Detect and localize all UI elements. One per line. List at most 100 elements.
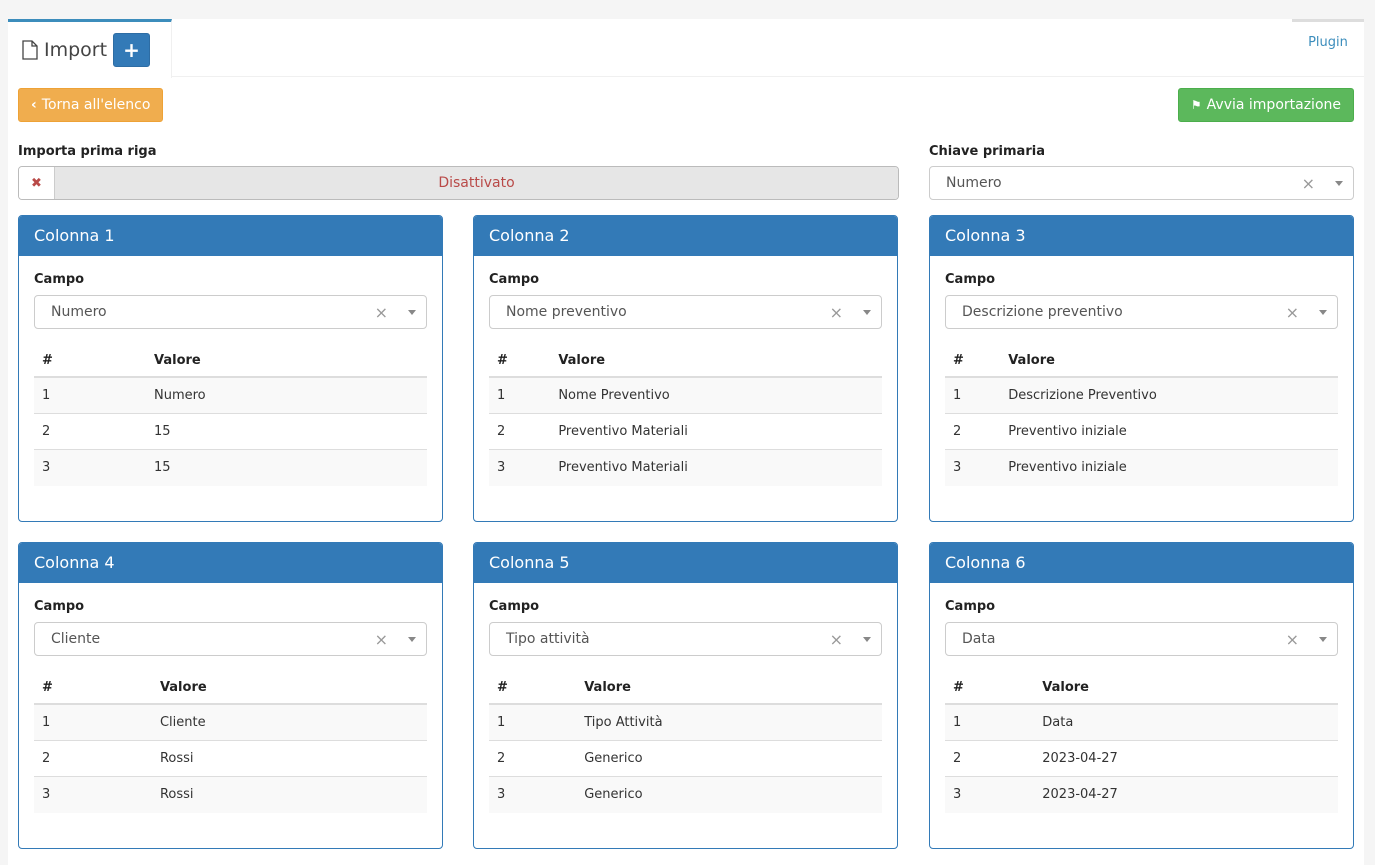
panel-title: Colonna 1 (19, 216, 442, 256)
field-select[interactable]: Descrizione preventivo × (945, 295, 1338, 329)
chevron-left-icon: ‹ (31, 97, 37, 113)
col-hash: # (945, 345, 1001, 378)
row-index: 1 (945, 703, 1035, 741)
table-row: 2 2023-04-27 (945, 740, 1338, 777)
back-button[interactable]: ‹ Torna all'elenco (18, 88, 164, 122)
row-value: Numero (146, 376, 427, 414)
start-import-button[interactable]: ⚑ Avvia importazione (1177, 88, 1354, 122)
preview-table: # Valore 1 Data 2 2023-04-27 3 2023-04-27 (945, 672, 1338, 813)
row-index: 3 (34, 449, 146, 486)
field-select[interactable]: Data × (945, 622, 1338, 656)
col-value: Valore (151, 672, 427, 705)
table-row: 1 Descrizione Preventivo (945, 376, 1338, 414)
field-select[interactable]: Numero × (34, 295, 427, 329)
start-label: Avvia importazione (1206, 97, 1341, 113)
row-value: Preventivo iniziale (1000, 413, 1338, 450)
table-row: 3 Preventivo iniziale (945, 449, 1338, 486)
column-panel: Colonna 6 Campo Data × # Valore 1 Data 2 2023-… (929, 542, 1354, 849)
column-panel: Colonna 4 Campo Cliente × # Valore 1 Cliente… (18, 542, 443, 849)
row-index: 3 (945, 776, 1035, 813)
row-value: Cliente (151, 703, 427, 741)
row-index: 1 (34, 703, 152, 741)
row-index: 1 (34, 376, 146, 414)
field-select[interactable]: Nome preventivo × (489, 295, 882, 329)
field-label: Campo (34, 599, 85, 614)
table-row: 3 Preventivo Materiali (489, 449, 882, 486)
row-value: 15 (146, 413, 427, 450)
row-index: 1 (945, 376, 1001, 414)
column-panel: Colonna 3 Campo Descrizione preventivo × … (929, 215, 1354, 522)
row-value: Rossi (151, 740, 427, 777)
column-panel: Colonna 5 Campo Tipo attività × # Valore 1 T… (473, 542, 898, 849)
row-value: 2023-04-27 (1034, 776, 1338, 813)
caret-down-icon (1335, 181, 1343, 186)
row-index: 1 (489, 703, 577, 741)
column-panel: Colonna 2 Campo Nome preventivo × # Valore… (473, 215, 898, 522)
row-value: Generico (576, 776, 882, 813)
field-label: Campo (945, 599, 996, 614)
caret-down-icon (863, 637, 871, 642)
back-label: Torna all'elenco (41, 97, 151, 113)
caret-down-icon (1319, 637, 1327, 642)
row-value: 2023-04-27 (1034, 740, 1338, 777)
panel-title: Colonna 3 (930, 216, 1353, 256)
close-icon: ✖ (19, 167, 55, 199)
table-row: 1 Data (945, 703, 1338, 741)
preview-table: # Valore 1 Nome Preventivo 2 Preventivo Mater… (489, 345, 882, 486)
caret-down-icon (408, 310, 416, 315)
tab-import[interactable]: Import + (8, 19, 172, 78)
main-container: Import + Plugin ‹ Torna all'elenco ⚑ Avvia… (8, 19, 1364, 865)
tab-plugin[interactable]: Plugin (1292, 19, 1364, 77)
row-index: 2 (945, 413, 1001, 450)
select-value: Nome preventivo (506, 304, 627, 320)
add-button[interactable]: + (113, 33, 151, 67)
row-index: 2 (34, 413, 146, 450)
select-value: Data (962, 631, 996, 647)
clear-icon[interactable]: × (829, 629, 843, 649)
tab-title: Import (44, 39, 108, 61)
col-value: Valore (1000, 345, 1338, 378)
row-value: Nome Preventivo (550, 376, 882, 414)
table-row: 1 Numero (34, 376, 427, 414)
table-row: 1 Cliente (34, 703, 427, 741)
row-index: 2 (489, 413, 551, 450)
clear-icon[interactable]: × (374, 629, 388, 649)
primary-key-select[interactable]: Numero × (929, 166, 1354, 200)
preview-table: # Valore 1 Cliente 2 Rossi 3 Rossi (34, 672, 427, 813)
row-value: Data (1034, 703, 1338, 741)
table-row: 3 Generico (489, 776, 882, 813)
table-row: 2 Generico (489, 740, 882, 777)
primary-key-label: Chiave primaria (929, 144, 1045, 159)
preview-table: # Valore 1 Numero 2 15 3 15 (34, 345, 427, 486)
row-index: 2 (34, 740, 152, 777)
field-select[interactable]: Tipo attività × (489, 622, 882, 656)
clear-icon[interactable]: × (374, 302, 388, 322)
table-row: 1 Tipo Attività (489, 703, 882, 741)
row-value: 15 (146, 449, 427, 486)
select-value: Cliente (51, 631, 101, 647)
clear-icon[interactable]: × (829, 302, 843, 322)
clear-icon[interactable]: × (1285, 302, 1299, 322)
file-icon (22, 40, 38, 60)
table-row: 3 Rossi (34, 776, 427, 813)
toggle-value: Disattivato (55, 167, 898, 199)
field-label: Campo (489, 599, 540, 614)
caret-down-icon (863, 310, 871, 315)
table-row: 2 15 (34, 413, 427, 450)
import-first-row-toggle[interactable]: ✖ Disattivato (18, 166, 899, 200)
row-value: Tipo Attività (576, 703, 882, 741)
clear-icon[interactable]: × (1301, 173, 1315, 193)
select-value: Descrizione preventivo (962, 304, 1123, 320)
row-value: Preventivo Materiali (550, 449, 882, 486)
field-select[interactable]: Cliente × (34, 622, 427, 656)
preview-table: # Valore 1 Tipo Attività 2 Generico 3 Generico (489, 672, 882, 813)
panel-title: Colonna 6 (930, 543, 1353, 583)
select-value: Tipo attività (506, 631, 590, 647)
import-first-row-label: Importa prima riga (18, 144, 157, 159)
table-row: 3 2023-04-27 (945, 776, 1338, 813)
panel-title: Colonna 4 (19, 543, 442, 583)
col-hash: # (489, 672, 577, 705)
row-index: 2 (945, 740, 1035, 777)
row-value: Generico (576, 740, 882, 777)
clear-icon[interactable]: × (1285, 629, 1299, 649)
